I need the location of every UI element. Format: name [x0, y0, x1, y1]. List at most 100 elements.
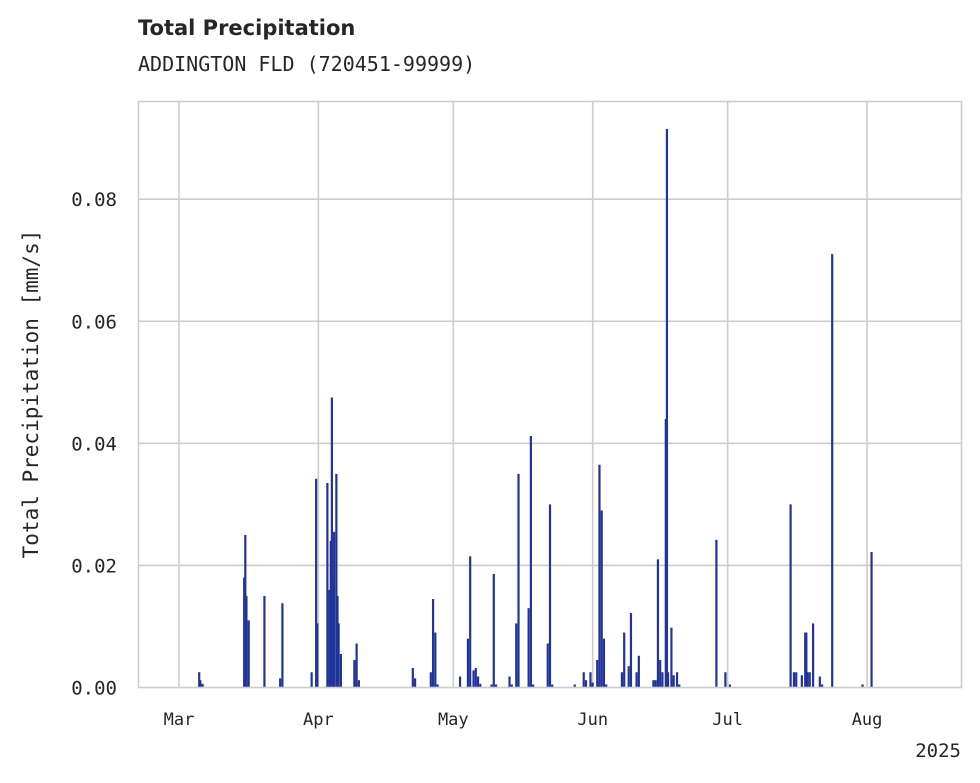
precipitation-bar: [598, 464, 601, 688]
precipitation-bar: [804, 632, 807, 688]
precipitation-bar: [458, 676, 462, 688]
x-tick-label: Jun: [577, 710, 608, 730]
precipitation-bar: [469, 556, 472, 688]
precipitation-bar: [329, 541, 332, 688]
chart-title: Total Precipitation: [138, 16, 356, 40]
precipitation-bar: [602, 638, 606, 688]
precipitation-bar: [247, 620, 250, 688]
precipitation-bar: [811, 623, 815, 688]
precipitation-bar: [820, 684, 824, 688]
precipitation-bar: [353, 660, 356, 688]
precipitation-bar: [861, 684, 864, 688]
precipitation-bar: [529, 436, 532, 688]
precipitation-bar: [659, 660, 662, 688]
y-tick-label: 0.04: [71, 433, 117, 455]
precipitation-bar: [279, 678, 282, 688]
precipitation-bar: [670, 627, 673, 688]
precipitation-bar: [243, 577, 246, 688]
y-tick-label: 0.02: [71, 555, 117, 577]
precipitation-bar: [333, 531, 336, 688]
precipitation-bar: [637, 655, 640, 688]
precipitation-bar: [818, 676, 821, 688]
precipitation-bar: [413, 678, 417, 688]
precipitation-bar: [600, 510, 603, 688]
precipitation-bar: [466, 638, 470, 688]
bar-series: [198, 128, 873, 688]
precipitation-bar: [527, 608, 530, 688]
precipitation-bar: [429, 672, 432, 688]
x-tick-label: Mar: [164, 710, 195, 730]
precipitation-bar: [244, 534, 247, 688]
precipitation-bar: [792, 672, 796, 688]
precipitation-bar: [201, 683, 204, 688]
precipitation-bar: [589, 672, 592, 688]
precipitation-bar: [805, 632, 808, 688]
precipitation-bar: [728, 684, 731, 688]
precipitation-bar: [678, 684, 681, 688]
precipitation-bar: [672, 675, 675, 688]
precipitation-bar: [316, 623, 319, 688]
precipitation-bar: [620, 672, 624, 688]
tick-labels: 0.00 0.02 0.04 0.06 0.08 Mar Apr May Jun Jul Aug: [71, 189, 882, 730]
precipitation-bar: [627, 666, 630, 688]
precipitation-bar: [315, 478, 318, 688]
precipitation-bar: [337, 623, 340, 688]
precipitation-bar: [831, 254, 834, 688]
precipitation-bar: [479, 683, 482, 688]
precipitation-bar: [573, 684, 576, 688]
precipitation-bar: [635, 672, 638, 688]
precipitation-bar: [492, 573, 495, 688]
precipitation-bar: [596, 660, 599, 688]
precipitation-bar: [517, 473, 520, 688]
precipitation-bar: [431, 598, 435, 688]
precipitation-bar: [582, 672, 585, 688]
x-tick-label: Jul: [712, 710, 743, 730]
precipitation-bar: [661, 672, 664, 688]
precipitation-bar: [789, 504, 792, 688]
precipitation-bar: [330, 397, 333, 688]
precipitation-bar: [199, 680, 202, 688]
precipitation-bar: [472, 670, 475, 688]
x-tick-label: May: [438, 710, 469, 730]
y-tick-label: 0.08: [71, 189, 117, 211]
precipitation-bar: [198, 672, 201, 688]
precipitation-bar: [336, 595, 339, 688]
precipitation-bar: [355, 643, 358, 688]
precipitation-bar: [357, 680, 360, 688]
precipitation-bar: [724, 672, 727, 688]
precipitation-bar: [328, 589, 331, 688]
x-tick-label: Aug: [852, 710, 883, 730]
precipitation-bar: [591, 682, 594, 688]
precipitation-bar: [665, 128, 669, 688]
precipitation-bar: [870, 551, 873, 688]
precipitation-bar: [434, 632, 437, 688]
precipitation-bar: [800, 675, 803, 688]
precipitation-bar: [310, 672, 313, 688]
precipitation-bar: [494, 684, 498, 688]
precipitation-bar: [532, 684, 535, 688]
precipitation-bar: [551, 684, 554, 688]
precipitation-bar: [652, 680, 655, 688]
precipitation-bar: [335, 473, 338, 688]
precipitation-bar: [656, 559, 660, 688]
precipitation-bar: [715, 539, 718, 688]
precipitation-bar: [548, 504, 552, 688]
precipitation-bar: [326, 483, 329, 688]
precipitation-bar: [474, 667, 477, 688]
precipitation-bar: [281, 603, 284, 688]
y-tick-label: 0.06: [71, 311, 117, 333]
precipitation-bar: [605, 684, 608, 688]
precipitation-bar: [245, 595, 248, 688]
precipitation-bar: [546, 643, 549, 688]
precipitation-bar: [666, 672, 670, 688]
precipitation-bar: [795, 672, 798, 688]
precipitation-bar: [675, 672, 679, 688]
precipitation-bar: [515, 623, 518, 688]
precipitation-bar: [510, 684, 513, 688]
precipitation-bar: [629, 613, 633, 688]
chart-subtitle: ADDINGTON FLD (720451-99999): [138, 52, 476, 76]
precipitation-bar: [411, 667, 414, 688]
precipitation-bar: [476, 676, 480, 688]
precipitation-bar: [806, 672, 809, 688]
precipitation-bar: [263, 595, 266, 688]
